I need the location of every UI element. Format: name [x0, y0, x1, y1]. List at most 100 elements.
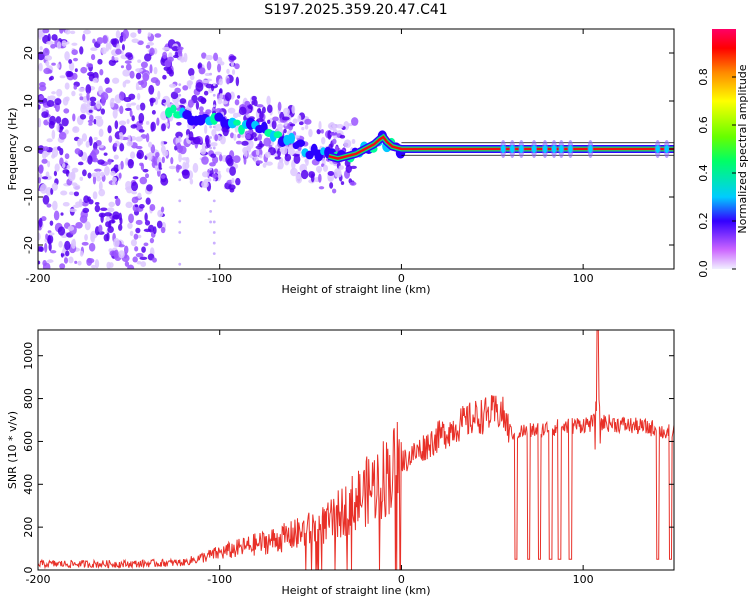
spectrogram-cell [142, 72, 150, 82]
spectrogram-cell [252, 132, 257, 138]
spectrogram-cell [123, 245, 129, 254]
band-mark-core [655, 145, 660, 153]
spectrogram-cell [113, 142, 118, 148]
spectrogram-cell [138, 203, 145, 209]
spectrogram-cell [79, 113, 87, 120]
spectrogram-cell [99, 171, 105, 177]
spectrogram-cell [168, 69, 174, 77]
colorbar-gradient [712, 29, 736, 269]
spectrogram-cell [64, 51, 70, 61]
spectrogram-cell [98, 128, 104, 137]
spectrogram-cell [88, 122, 93, 126]
spectrogram-cell [86, 257, 93, 266]
spectrogram-cell [38, 164, 44, 173]
spectrogram-cell [92, 142, 98, 151]
spectrogram-cell [60, 190, 68, 196]
spectrogram-cell [238, 106, 247, 116]
spectrogram-cell [88, 101, 96, 107]
spectrogram-cell [104, 166, 110, 176]
spectrogram-cell [145, 44, 151, 49]
figure-title: S197.2025.359.20.47.C41 [264, 2, 447, 18]
spectrogram-cell [321, 137, 326, 145]
spectrogram-cell [137, 234, 142, 239]
spectrogram-cell [139, 102, 146, 111]
spectrogram-cell [290, 167, 298, 177]
spectrogram-cell [139, 162, 144, 166]
spectrogram-cell [47, 33, 51, 43]
spectrogram-cell [186, 80, 194, 86]
spectrogram-cell [106, 232, 110, 242]
spectrogram-cell [88, 242, 96, 252]
snr-ytick-label: 0 [22, 567, 35, 574]
spectrogram-cell [48, 77, 53, 81]
spectrogram-cell [201, 156, 209, 165]
spectrogram-cell [111, 176, 118, 183]
spectrogram-cell [38, 260, 41, 265]
spectrogram-cell [150, 144, 156, 154]
spectrogram-cell [122, 29, 129, 40]
spectrogram-cell [117, 163, 122, 171]
spectrogram-cell [178, 83, 182, 87]
spectrogram-cell [217, 63, 222, 73]
spectrogram-cell [195, 101, 200, 110]
spectrogram-cell [41, 158, 48, 164]
spectrogram-cell [137, 40, 144, 46]
spectrogram-cell [281, 116, 290, 121]
spectrogram-cell [63, 257, 69, 264]
spectrogram-cell [122, 69, 131, 77]
spectrogram-cell [95, 100, 101, 110]
spectrogram-cell [351, 138, 356, 145]
spectrogram-cell [315, 165, 323, 173]
spectrogram-cell [59, 75, 66, 79]
spectrogram-cell [257, 133, 263, 141]
spectrogram-cell [46, 40, 54, 45]
spectrogram-cell [212, 199, 216, 203]
spectrogram-cell [125, 52, 133, 59]
spectrogram-cell [109, 98, 115, 108]
spectrogram-ridge-cell [287, 132, 296, 144]
snr-xtick-label: 0 [398, 573, 405, 586]
spectrogram-cell [62, 169, 70, 174]
spectrogram-cell [331, 138, 337, 145]
spectrogram-cell [65, 250, 70, 257]
spectrogram-cell [46, 203, 52, 208]
spectrogram-cell [235, 177, 241, 186]
spectrogram-cell [178, 93, 182, 97]
spectrogram-cell [224, 92, 232, 102]
spectrogram-cell [91, 148, 100, 156]
snr-ytick-label: 400 [22, 474, 35, 495]
spectrogram-cell [39, 95, 45, 101]
spectrogram-cell [256, 104, 264, 108]
spectrogram-cell [79, 176, 84, 181]
spectrogram-cell [40, 216, 47, 222]
spectrogram-cell [135, 136, 143, 142]
spectrogram-cell [98, 181, 103, 192]
spectrogram-cell [280, 146, 288, 155]
spectrogram-cell [106, 207, 115, 213]
spectrogram-cell [44, 242, 48, 253]
colorbar-tick-label: 0.2 [697, 212, 710, 230]
spectrogram-cell [118, 212, 122, 221]
spectrogram-cell [41, 176, 49, 180]
spectrogram-ridge-cell [273, 131, 283, 139]
spectrogram-cell [178, 220, 182, 224]
spectrogram-cell [212, 83, 216, 87]
spectrogram-cell [103, 152, 108, 156]
spectrogram-cell [135, 252, 144, 258]
spectrogram-cell [104, 77, 110, 85]
spectrogram-cell [265, 161, 273, 166]
spectrogram-cell [87, 119, 94, 124]
spectrogram-cell [41, 111, 49, 119]
spectrogram-cell [79, 215, 88, 224]
spectrogram-cell [274, 156, 281, 160]
spectrogram-cell [51, 147, 59, 158]
spectrogram-cell [57, 146, 61, 151]
spectrogram-cell [38, 85, 47, 92]
spectrogram-cell [178, 262, 182, 266]
spectrogram-cell [99, 69, 104, 76]
spectrogram-cell [204, 72, 211, 77]
spectrogram-cell [126, 103, 132, 108]
spectrogram-cell [58, 131, 67, 140]
spectrogram-cell [226, 68, 230, 75]
spectrogram-cell [233, 133, 237, 141]
